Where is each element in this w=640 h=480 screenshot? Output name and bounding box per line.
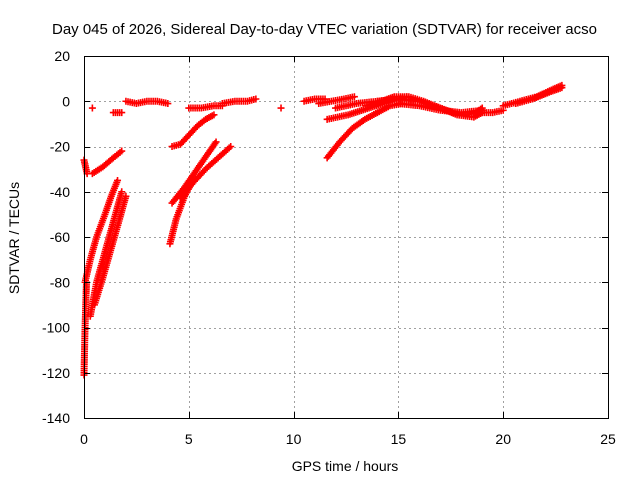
data-point: [164, 100, 172, 108]
y-tick-labels: 20 0 -20 -40 -60 -80 -100 -120 -140: [42, 48, 70, 426]
series-arc-p: [277, 104, 285, 112]
x-tick-label: 25: [600, 431, 616, 447]
x-tick-label: 10: [286, 431, 302, 447]
series-arc-y: [478, 106, 507, 117]
data-point: [252, 95, 260, 103]
series-arc-za: [512, 84, 566, 108]
data-point: [227, 143, 235, 150]
series-arc-n: [185, 102, 226, 112]
series-arc-l: [176, 143, 235, 203]
data-point: [210, 111, 218, 119]
axis-ticks: [84, 56, 609, 419]
series-arc-f: [88, 147, 126, 178]
y-tick-label: 20: [54, 48, 70, 64]
series-arc-x: [394, 100, 486, 117]
series-arc-s: [323, 100, 407, 162]
series-arc-q: [300, 95, 329, 105]
series-arc-h: [109, 109, 126, 117]
data-point: [277, 104, 285, 112]
series-arc-m: [168, 111, 218, 150]
y-tick-label: -100: [42, 320, 70, 336]
y-tick-label: -120: [42, 365, 70, 381]
data-point: [350, 93, 358, 101]
data-point: [118, 109, 126, 117]
y-axis-label: SDTVAR / TECUs: [6, 182, 22, 294]
series-arc-d: [90, 192, 130, 309]
x-tick-label: 0: [80, 431, 88, 447]
chart-title: Day 045 of 2026, Sidereal Day-to-day VTE…: [52, 21, 597, 38]
data-point: [118, 147, 126, 155]
data-point: [558, 84, 566, 92]
data-point: [88, 104, 96, 112]
data-point: [118, 188, 126, 196]
x-tick-label: 5: [185, 431, 193, 447]
series-arc-o: [218, 95, 260, 108]
series-arc-g: [88, 104, 96, 112]
data-point: [212, 138, 220, 146]
data-point: [122, 192, 130, 200]
series-arc-k: [168, 138, 220, 207]
data-marks: [80, 81, 566, 379]
data-point: [211, 139, 219, 147]
y-tick-label: -20: [50, 139, 70, 155]
x-tick-label: 15: [391, 431, 407, 447]
series-arc-i: [122, 97, 172, 108]
grid-lines: [84, 56, 608, 418]
x-tick-labels: 0 5 10 15 20 25: [80, 431, 616, 447]
x-axis-label: GPS time / hours: [292, 458, 399, 474]
x-tick-label: 20: [495, 431, 511, 447]
data-point: [114, 176, 122, 184]
series-arc-b: [81, 176, 122, 286]
y-tick-label: -60: [50, 229, 70, 245]
y-tick-label: -140: [42, 410, 70, 426]
y-tick-label: -40: [50, 184, 70, 200]
y-tick-label: 0: [62, 93, 70, 109]
y-tick-label: -80: [50, 274, 70, 290]
series-arc-r: [315, 93, 358, 108]
